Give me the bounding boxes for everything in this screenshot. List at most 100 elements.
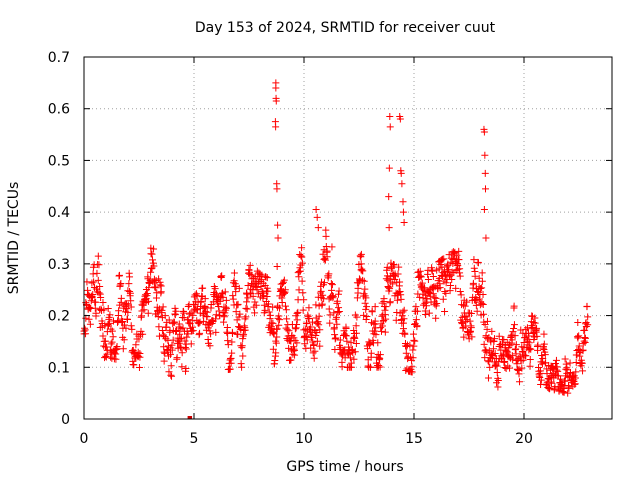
- data-point: [540, 340, 548, 348]
- data-point: [244, 294, 252, 302]
- data-point: [466, 327, 474, 335]
- data-point: [534, 341, 542, 349]
- data-point: [101, 337, 109, 345]
- data-point: [291, 346, 299, 354]
- data-point: [147, 268, 155, 276]
- spike-point: [482, 185, 489, 193]
- data-point: [508, 336, 516, 344]
- data-point: [151, 283, 159, 291]
- data-point: [553, 363, 561, 371]
- spike-point: [399, 208, 407, 216]
- data-point: [425, 289, 433, 297]
- data-point: [360, 277, 368, 285]
- data-point: [115, 307, 123, 315]
- data-point: [243, 298, 251, 306]
- data-point: [88, 279, 96, 287]
- data-point: [486, 363, 494, 371]
- data-point: [478, 300, 486, 308]
- data-point: [272, 349, 280, 357]
- data-point: [435, 265, 443, 273]
- data-point: [169, 336, 177, 344]
- data-point: [143, 290, 151, 298]
- data-point: [181, 344, 189, 352]
- data-point: [479, 290, 487, 298]
- y-tick-label: 0.3: [48, 257, 70, 273]
- data-point: [305, 315, 313, 323]
- data-point: [351, 334, 359, 342]
- data-point: [298, 244, 306, 252]
- data-point: [132, 341, 140, 349]
- data-point: [263, 293, 271, 301]
- data-point: [463, 298, 471, 306]
- data-point: [537, 367, 545, 375]
- data-point: [332, 313, 340, 321]
- data-point: [182, 345, 190, 353]
- data-point: [161, 312, 169, 320]
- data-point: [273, 333, 281, 341]
- data-point: [474, 259, 482, 267]
- data-point: [117, 280, 125, 288]
- data-point: [310, 354, 318, 362]
- data-point: [197, 297, 205, 305]
- data-point: [352, 329, 360, 337]
- data-point: [178, 349, 186, 357]
- data-point: [377, 327, 385, 335]
- spike-point: [312, 206, 320, 214]
- data-point: [239, 352, 247, 360]
- data-point: [298, 277, 306, 285]
- data-point: [120, 336, 128, 344]
- data-point: [167, 371, 175, 379]
- data-point: [120, 321, 128, 329]
- spike-point: [314, 224, 322, 232]
- data-point: [158, 326, 166, 334]
- data-point: [390, 261, 398, 269]
- data-point: [172, 328, 180, 336]
- data-point: [455, 247, 463, 255]
- spike-point: [273, 185, 281, 193]
- data-point: [360, 311, 368, 319]
- data-point: [491, 335, 499, 343]
- data-point: [251, 298, 259, 306]
- data-point: [530, 318, 538, 326]
- data-point: [279, 280, 287, 288]
- data-point: [506, 364, 514, 372]
- data-point: [402, 349, 410, 357]
- data-point: [538, 352, 546, 360]
- data-point: [319, 291, 327, 299]
- data-point: [222, 296, 230, 304]
- data-point: [141, 291, 149, 299]
- data-point: [503, 348, 511, 356]
- data-point: [109, 333, 117, 341]
- data-point: [95, 289, 103, 297]
- data-point: [412, 316, 420, 324]
- data-point: [334, 290, 342, 298]
- data-point: [165, 316, 173, 324]
- data-point: [177, 334, 185, 342]
- data-point: [484, 374, 492, 382]
- data-point: [312, 331, 320, 339]
- data-point: [311, 347, 319, 355]
- data-point: [264, 287, 272, 295]
- data-point: [460, 333, 468, 341]
- data-point: [413, 322, 421, 330]
- data-point: [448, 275, 456, 283]
- data-point: [400, 315, 408, 323]
- data-point: [408, 368, 416, 376]
- x-tick-label: 0: [80, 431, 89, 447]
- data-point: [297, 252, 305, 260]
- data-point: [418, 279, 426, 287]
- data-point: [335, 287, 343, 295]
- data-point: [246, 261, 254, 269]
- spike-point: [396, 115, 404, 123]
- data-point: [150, 245, 158, 253]
- data-point: [367, 363, 375, 371]
- data-point: [112, 355, 120, 363]
- data-point: [243, 305, 251, 313]
- data-point: [313, 337, 321, 345]
- spike-point: [274, 234, 282, 242]
- data-point: [285, 344, 293, 352]
- data-point: [511, 332, 519, 340]
- data-point: [94, 276, 102, 284]
- data-point: [512, 350, 520, 358]
